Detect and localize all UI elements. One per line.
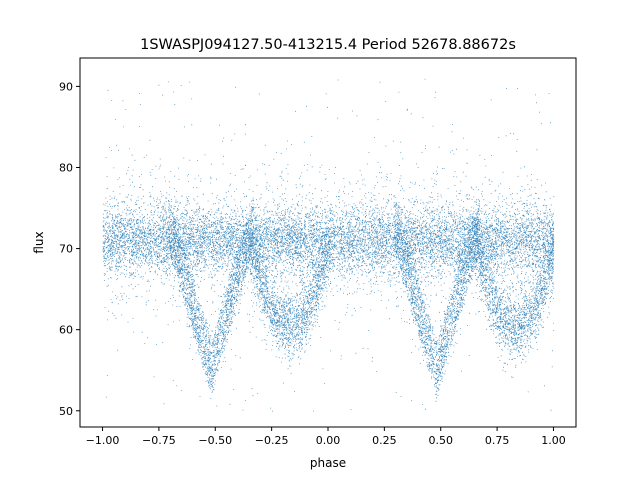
x-tick-label: 1.00 (541, 434, 566, 447)
x-tick-label: −0.75 (142, 434, 176, 447)
chart-title: 1SWASPJ094127.50-413215.4 Period 52678.8… (140, 37, 516, 53)
x-tick-label: 0.25 (372, 434, 397, 447)
x-tick-label: −1.00 (86, 434, 120, 447)
y-axis: 50 60 70 80 90 (59, 80, 80, 418)
x-tick-label: 0.00 (316, 434, 341, 447)
scatter-points (102, 78, 555, 412)
x-axis-label: phase (310, 456, 346, 470)
data-points (102, 78, 555, 412)
y-tick-label: 90 (59, 80, 73, 93)
x-tick-label: 0.50 (428, 434, 453, 447)
y-tick-label: 70 (59, 243, 73, 256)
y-tick-label: 60 (59, 324, 73, 337)
x-tick-label: −0.50 (198, 434, 232, 447)
x-tick-label: −0.25 (255, 434, 289, 447)
x-axis: −1.00 −0.75 −0.50 −0.25 0.00 0.25 0.50 0.75 1.00 (86, 427, 566, 447)
y-tick-label: 50 (59, 405, 73, 418)
y-tick-label: 80 (59, 161, 73, 174)
y-axis-label: flux (32, 231, 46, 253)
x-tick-label: 0.75 (485, 434, 510, 447)
